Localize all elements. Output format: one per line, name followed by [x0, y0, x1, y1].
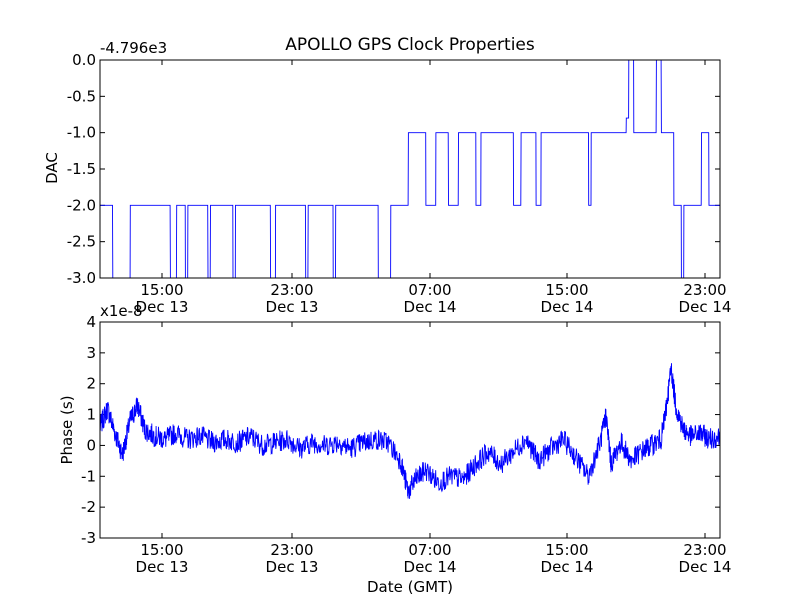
x-tick-label-time: 15:00 — [140, 281, 183, 299]
y-tick-label: -1.0 — [67, 124, 96, 142]
x-tick-label-time: 23:00 — [270, 281, 313, 299]
x-tick-label-time: 23:00 — [270, 541, 313, 559]
dac-panel: -4.796e3 DAC 0.0 -0.5 -1.0 -1.5 -2.0 -2.5 -3.0… — [43, 39, 731, 316]
chart-title: APOLLO GPS Clock Properties — [285, 35, 535, 55]
x-tick-label-date: Dec 14 — [541, 298, 594, 316]
dac-offset-label: -4.796e3 — [100, 39, 167, 57]
y-tick-label: -2.5 — [67, 233, 96, 251]
x-tick-label-time: 15:00 — [140, 541, 183, 559]
x-tick-label-time: 15:00 — [545, 281, 588, 299]
y-tick-label: 2 — [86, 375, 96, 393]
dac-ylabel: DAC — [43, 152, 61, 184]
x-tick-label-date: Dec 14 — [679, 298, 732, 316]
x-tick-label-date: Dec 14 — [679, 558, 732, 576]
x-tick-label-date: Dec 14 — [404, 298, 457, 316]
x-tick-label-date: Dec 13 — [266, 558, 319, 576]
phase-plot-frame — [99, 321, 721, 539]
x-tick-label-date: Dec 14 — [404, 558, 457, 576]
phase-y-ticks: 4 3 2 1 0 -1 -2 -3 — [81, 313, 720, 547]
dac-y-ticks: 0.0 -0.5 -1.0 -1.5 -2.0 -2.5 -3.0 — [67, 51, 720, 287]
dac-plot-frame — [99, 59, 721, 279]
y-tick-label: 0.0 — [72, 51, 96, 69]
dac-series-line — [100, 59, 720, 279]
y-tick-label: -1.5 — [67, 160, 96, 178]
y-tick-label: -0.5 — [67, 87, 96, 105]
phase-series-line — [99, 363, 721, 499]
phase-xlabel: Date (GMT) — [367, 578, 453, 596]
x-tick-label-time: 23:00 — [683, 541, 726, 559]
y-tick-label: -3 — [81, 529, 96, 547]
phase-offset-label: x1e-8 — [100, 302, 143, 320]
x-tick-label-time: 07:00 — [408, 541, 451, 559]
y-tick-label: 1 — [86, 406, 96, 424]
y-tick-label: 4 — [86, 313, 96, 331]
phase-ylabel: Phase (s) — [58, 395, 76, 464]
x-tick-label-time: 07:00 — [408, 281, 451, 299]
x-tick-label-date: Dec 13 — [136, 558, 189, 576]
x-tick-label-date: Dec 13 — [266, 298, 319, 316]
y-tick-label: -1 — [81, 467, 96, 485]
y-tick-label: -2 — [81, 498, 96, 516]
x-tick-label-date: Dec 13 — [136, 298, 189, 316]
y-tick-label: -3.0 — [67, 269, 96, 287]
y-tick-label: 3 — [86, 344, 96, 362]
x-tick-label-time: 15:00 — [545, 541, 588, 559]
y-tick-label: 0 — [86, 436, 96, 454]
y-tick-label: -2.0 — [67, 196, 96, 214]
x-tick-label-date: Dec 14 — [541, 558, 594, 576]
x-tick-label-time: 23:00 — [683, 281, 726, 299]
